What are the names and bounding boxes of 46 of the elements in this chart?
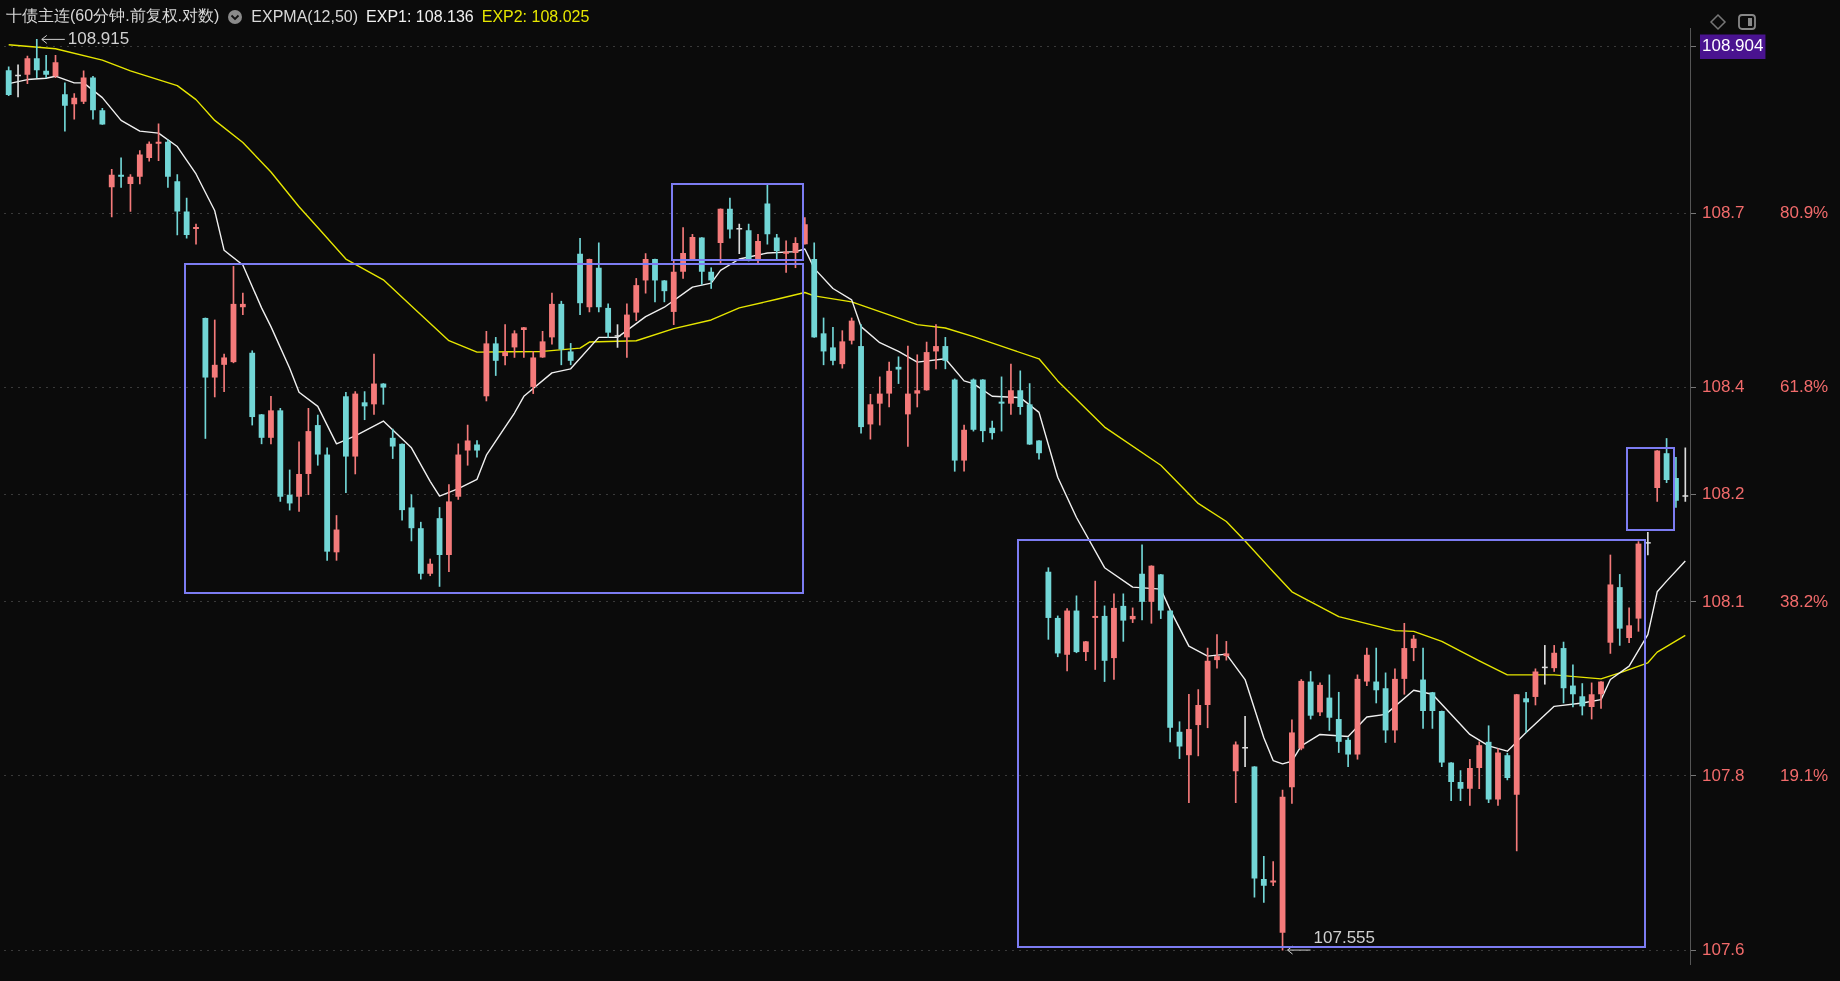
candlestick [43,55,50,78]
y-tick-label: 108.4 [1702,377,1745,397]
y2-tick-label: 61.8% [1780,376,1829,396]
candlestick [520,326,527,358]
candlestick [1260,855,1267,903]
candlestick [286,469,293,511]
y-tick-label: 108.2 [1702,484,1745,504]
candlestick [1270,861,1277,887]
annotation: 107.555 [1313,927,1375,947]
candlestick [239,292,246,315]
candlestick [118,157,124,188]
candlestick [1129,607,1136,623]
candlestick [1682,447,1689,502]
candlestick [904,345,911,447]
candlestick [1644,531,1651,556]
y-tick-label: 108.1 [1702,591,1745,611]
y2-tick-label: 38.2% [1780,591,1829,611]
candlestick [1523,691,1529,733]
candlestick [933,324,939,370]
y-tick-label: 108.7 [1702,203,1745,223]
candlestick [1242,716,1248,767]
y2-tick-label: 80.9% [1780,203,1829,223]
candlestick [193,223,199,245]
candlestick [914,354,921,408]
candlestick [1185,693,1192,804]
y2-tick-label: 19.1% [1780,765,1829,785]
candlestick [736,223,743,254]
candlestick [1092,580,1099,670]
y-tick-label: 108.904 [1702,36,1764,56]
annotation: 108.915 [67,29,130,49]
candlestick [783,240,790,273]
candlestick [71,93,78,120]
candlestick [221,353,228,392]
candlestick [502,324,509,366]
text: EXP1: 108.136 [366,7,474,26]
candlestick [108,168,115,218]
candlestick [1570,664,1576,708]
y-tick-label: 107.6 [1702,939,1745,959]
candlestick [1373,647,1380,704]
candlestick [211,319,218,398]
legend-title: EXPMA(12,50) [251,7,359,26]
y-tick-label: 107.8 [1702,765,1745,785]
candlestick [876,376,883,426]
chart-title: 十债主连(60分钟.前复权.对数) [6,6,220,26]
text: EXP2: 108.025 [481,7,590,26]
candlestick [1214,634,1220,669]
